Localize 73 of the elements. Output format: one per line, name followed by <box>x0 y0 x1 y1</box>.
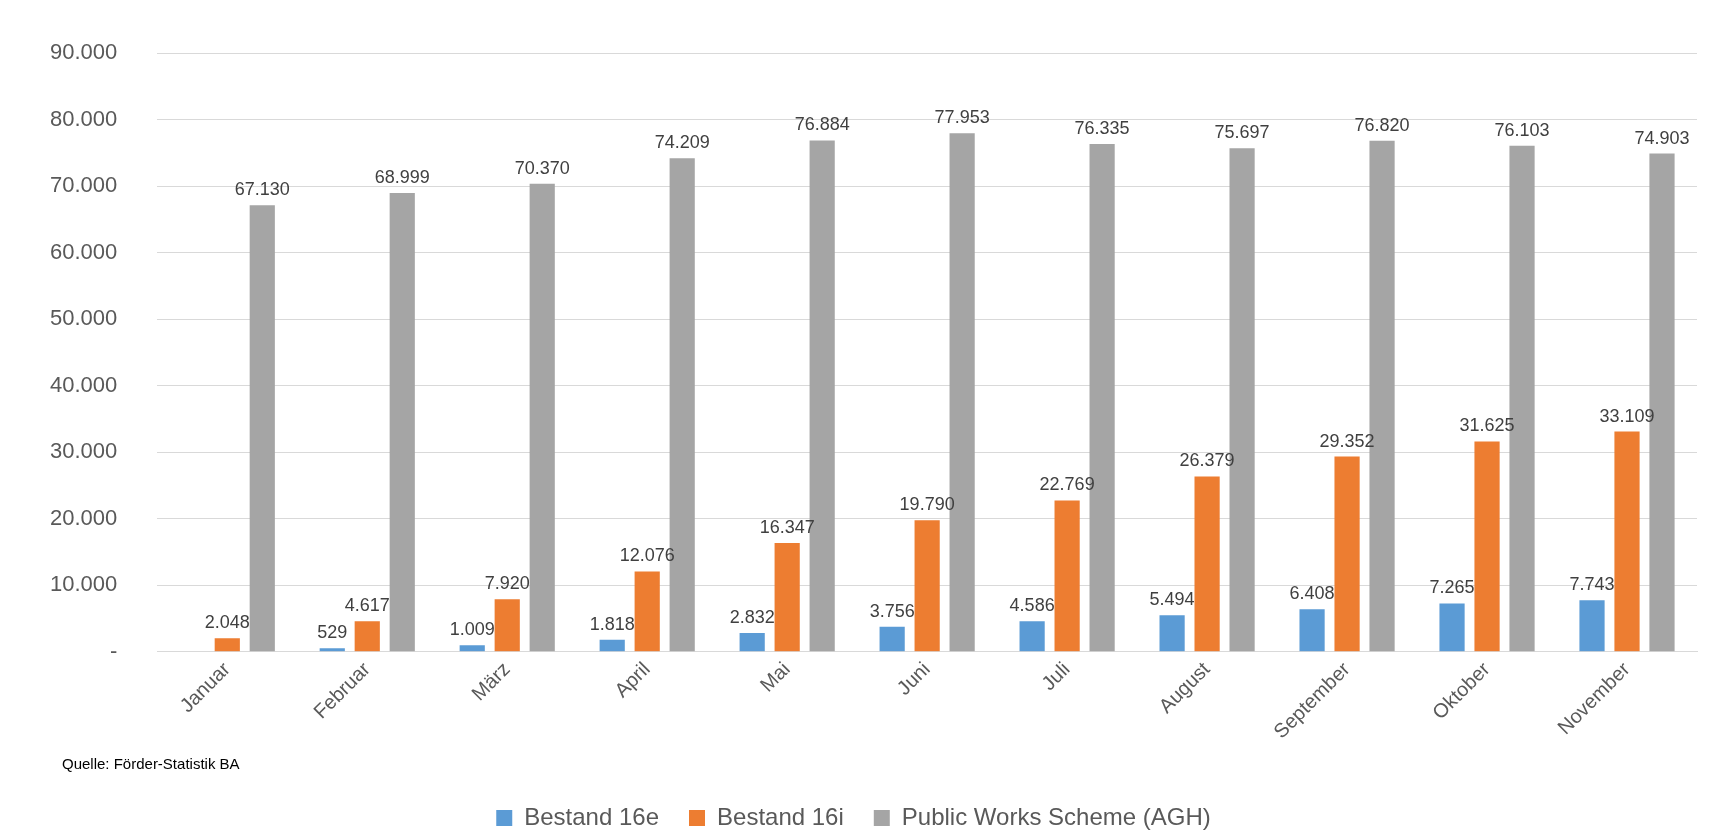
bar <box>319 648 345 652</box>
data-label: 26.379 <box>1179 450 1235 471</box>
data-label: 33.109 <box>1599 405 1655 426</box>
bar <box>1439 603 1465 652</box>
bar <box>214 638 240 652</box>
bar <box>1019 621 1045 652</box>
y-tick-label: 50.000 <box>49 305 118 331</box>
data-label: 76.884 <box>794 114 850 135</box>
x-tick-label: Juni <box>892 657 934 700</box>
bar <box>774 543 800 652</box>
x-tick-label: Juli <box>1037 657 1074 695</box>
y-tick-label: 60.000 <box>49 238 118 264</box>
y-tick-label: 40.000 <box>49 371 118 397</box>
data-label: 76.335 <box>1074 118 1130 139</box>
y-tick-label: 70.000 <box>49 172 118 198</box>
data-label: 529 <box>317 622 348 643</box>
bar <box>389 192 415 652</box>
bar <box>739 633 765 652</box>
data-label: 1.009 <box>449 619 495 640</box>
bar <box>459 645 485 652</box>
bar <box>879 626 905 652</box>
y-tick-label: 10.000 <box>49 571 118 597</box>
bar <box>1334 456 1360 652</box>
bar <box>914 520 940 652</box>
bar <box>1299 609 1325 652</box>
data-label: 29.352 <box>1319 430 1375 451</box>
legend-label: Bestand 16i <box>717 802 844 830</box>
bar <box>1159 615 1185 652</box>
bar <box>249 205 275 652</box>
data-label: 1.818 <box>589 613 635 634</box>
y-tick-label: - <box>109 637 118 663</box>
data-label: 4.617 <box>344 595 390 616</box>
y-tick-label: 80.000 <box>49 105 118 131</box>
data-label: 2.832 <box>729 606 775 627</box>
data-label: 12.076 <box>619 545 675 566</box>
data-label: 74.903 <box>1634 127 1690 148</box>
data-label: 76.103 <box>1494 119 1550 140</box>
y-tick-label: 30.000 <box>49 438 118 464</box>
data-label: 74.209 <box>654 132 710 153</box>
data-label: 6.408 <box>1289 583 1335 604</box>
bar <box>529 183 555 652</box>
bar <box>494 599 520 652</box>
data-label: 7.265 <box>1429 577 1475 598</box>
data-label: 5.494 <box>1149 589 1195 610</box>
legend-label: Bestand 16e <box>524 802 660 830</box>
data-label: 75.697 <box>1214 122 1270 143</box>
data-label: 76.820 <box>1354 114 1410 135</box>
data-label: 7.743 <box>1569 574 1615 595</box>
data-label: 67.130 <box>234 179 290 200</box>
bar <box>1579 600 1605 652</box>
bar <box>599 639 625 652</box>
data-label: 2.048 <box>204 612 250 633</box>
data-label: 4.586 <box>1009 595 1055 616</box>
legend-label: Public Works Scheme (AGH) <box>901 802 1211 830</box>
data-label: 22.769 <box>1039 474 1095 495</box>
bar <box>1054 500 1080 652</box>
data-label: 7.920 <box>484 573 530 594</box>
bar <box>1614 431 1640 652</box>
source-note: Quelle: Förder-Statistik BA <box>62 754 240 772</box>
data-label: 77.953 <box>934 107 990 128</box>
bar <box>1194 476 1220 652</box>
data-label: 16.347 <box>759 517 815 538</box>
y-tick-label: 20.000 <box>49 504 118 530</box>
data-label: 3.756 <box>869 600 915 621</box>
data-label: 70.370 <box>514 157 570 178</box>
x-tick-label: Mai <box>755 657 794 696</box>
data-label: 31.625 <box>1459 415 1515 436</box>
bar <box>354 621 380 652</box>
data-label: 68.999 <box>374 166 430 187</box>
bar <box>634 571 660 652</box>
bar <box>1474 441 1500 652</box>
y-tick-label: 90.000 <box>49 39 118 65</box>
data-label: 19.790 <box>899 494 955 515</box>
